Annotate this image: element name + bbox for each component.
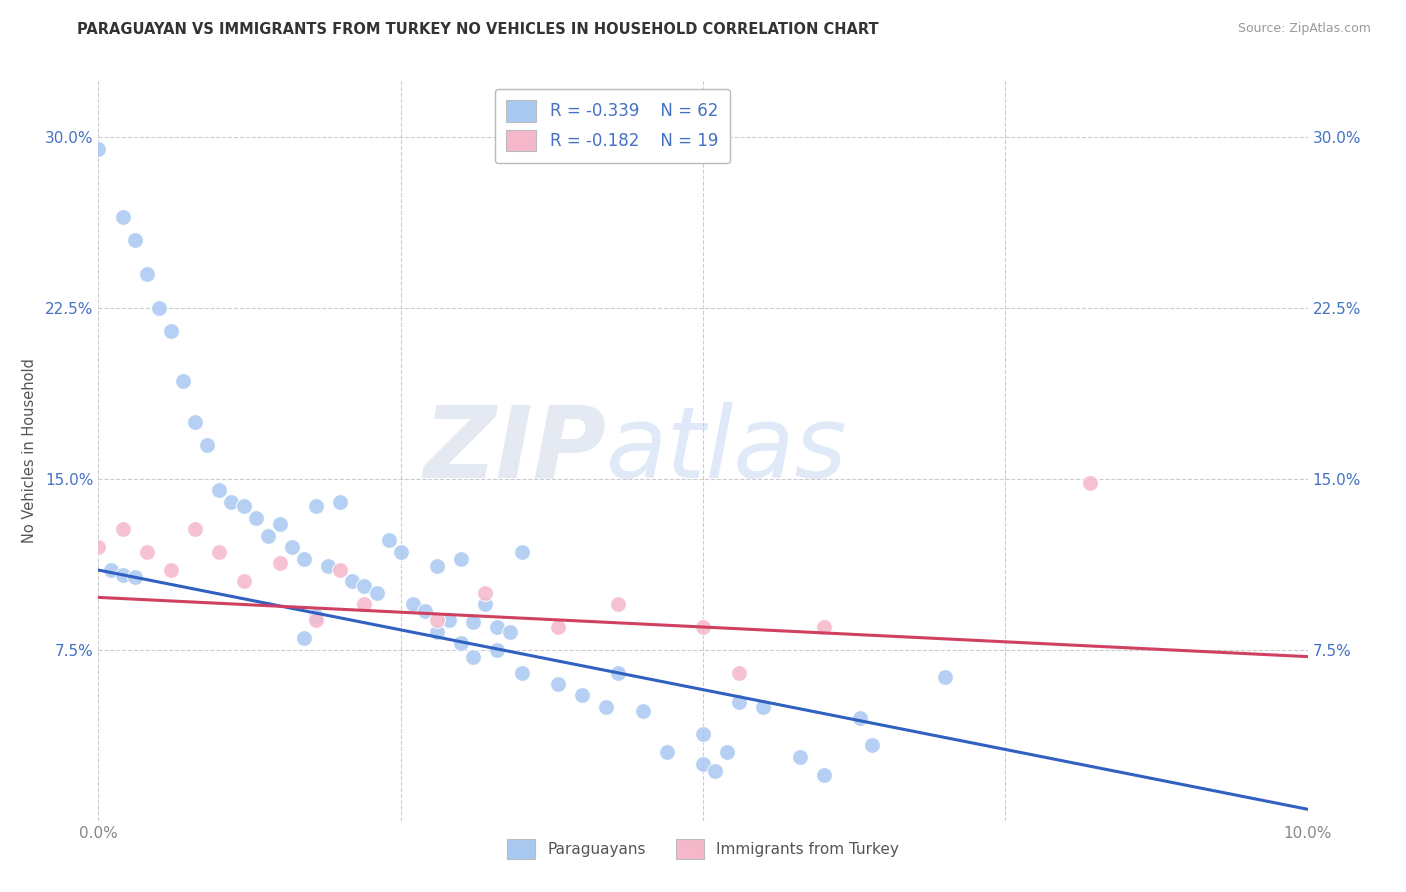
Point (100, 563, 122, 577)
Point (450, 636, 472, 650)
Point (269, 556, 291, 570)
Point (426, 624, 449, 639)
Point (87, 541, 110, 555)
Point (510, 665, 533, 680)
Point (463, 615, 485, 630)
Y-axis label: No Vehicles in Household: No Vehicles in Household (21, 358, 37, 543)
Point (413, 604, 436, 618)
Point (813, 620, 835, 634)
Point (716, 745, 738, 759)
Point (571, 689, 593, 703)
Point (124, 570, 146, 584)
Point (184, 415, 207, 429)
Point (184, 522, 207, 536)
Text: PARAGUAYAN VS IMMIGRANTS FROM TURKEY NO VEHICLES IN HOUSEHOLD CORRELATION CHART: PARAGUAYAN VS IMMIGRANTS FROM TURKEY NO … (77, 22, 879, 37)
Point (305, 613, 328, 627)
Point (281, 541, 304, 555)
Point (692, 727, 714, 741)
Point (124, 233, 146, 247)
Point (329, 563, 352, 577)
Point (111, 567, 134, 582)
Point (860, 739, 883, 753)
Point (631, 704, 654, 718)
Point (135, 267, 157, 281)
Point (221, 494, 243, 508)
Point (232, 500, 254, 514)
Point (172, 374, 194, 388)
Point (474, 586, 496, 600)
Point (692, 620, 714, 634)
Point (256, 529, 278, 543)
Point (377, 533, 399, 548)
Point (111, 522, 134, 536)
Point (547, 677, 569, 691)
Point (849, 711, 872, 725)
Point (292, 551, 315, 566)
Point (245, 510, 267, 524)
Point (595, 699, 617, 714)
Point (353, 579, 375, 593)
Point (353, 597, 375, 611)
Point (450, 551, 472, 566)
Point (135, 545, 157, 559)
Point (1078, 476, 1101, 491)
Point (704, 764, 727, 778)
Point (486, 642, 509, 657)
Text: Source: ZipAtlas.com: Source: ZipAtlas.com (1237, 22, 1371, 36)
Point (87, 142, 110, 156)
Point (195, 438, 218, 452)
Point (692, 756, 714, 771)
Point (655, 745, 678, 759)
Point (607, 665, 630, 680)
Point (160, 324, 183, 338)
Point (510, 545, 533, 559)
Point (342, 574, 364, 589)
Point (426, 613, 449, 627)
Point (752, 699, 775, 714)
Point (232, 574, 254, 589)
Point (498, 624, 520, 639)
Point (316, 558, 339, 573)
Point (402, 597, 425, 611)
Point (292, 632, 315, 646)
Point (329, 494, 352, 508)
Point (437, 613, 460, 627)
Point (111, 210, 134, 224)
Point (474, 597, 496, 611)
Point (789, 749, 811, 764)
Point (813, 768, 835, 782)
Point (934, 670, 956, 684)
Point (305, 608, 328, 623)
Point (148, 301, 170, 315)
Point (426, 558, 449, 573)
Text: atlas: atlas (606, 402, 848, 499)
Text: ZIP: ZIP (423, 402, 606, 499)
Point (208, 483, 231, 498)
Point (728, 665, 751, 680)
Point (728, 695, 751, 709)
Point (463, 649, 485, 664)
Point (486, 620, 509, 634)
Point (305, 500, 328, 514)
Point (269, 517, 291, 532)
Point (160, 563, 183, 577)
Legend: Paraguayans, Immigrants from Turkey: Paraguayans, Immigrants from Turkey (501, 833, 905, 865)
Point (547, 620, 569, 634)
Point (208, 545, 231, 559)
Point (366, 586, 388, 600)
Point (607, 597, 630, 611)
Point (389, 545, 412, 559)
